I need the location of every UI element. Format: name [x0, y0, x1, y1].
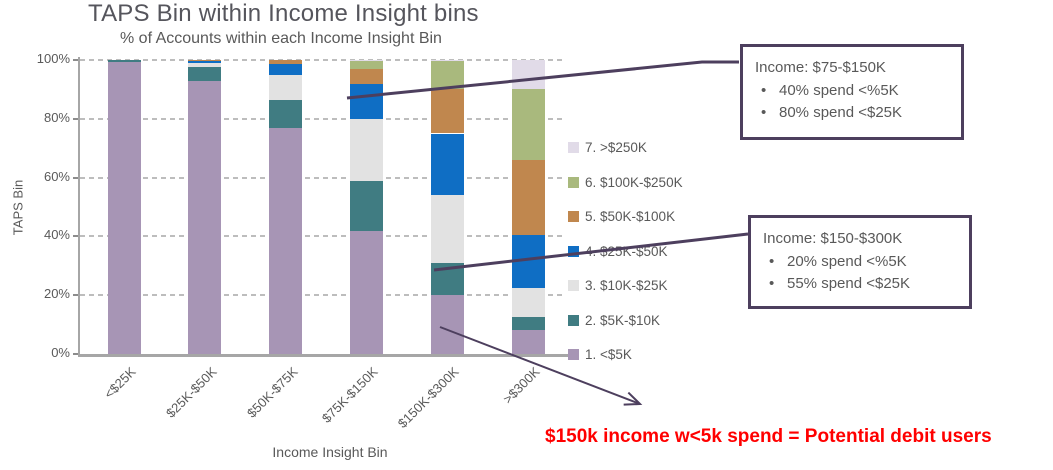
bar-segment	[511, 159, 545, 235]
callout-bullet-list: 20% spend <%5K 55% spend <$25K	[763, 251, 957, 295]
bar-segment	[188, 60, 222, 62]
callout-title: Income: $150-$300K	[763, 230, 903, 247]
bar-segment	[511, 234, 545, 288]
y-axis-tick	[73, 117, 79, 120]
y-tick-label: 100%	[36, 51, 70, 66]
callout-title: Income: $75-$150K	[755, 59, 886, 76]
bar-segment	[511, 317, 545, 331]
callout-bullet: 40% spend <%5K	[755, 80, 949, 102]
bar-segment	[269, 127, 303, 354]
bar-segment	[511, 287, 545, 318]
bar-segment	[188, 61, 222, 63]
legend-label: 1. <$5K	[585, 347, 632, 362]
bar-segment	[188, 80, 222, 354]
bar-segment	[107, 60, 141, 63]
legend-swatch	[568, 280, 579, 291]
bar-segment	[349, 68, 383, 84]
gridline	[80, 117, 566, 120]
x-axis-line	[78, 354, 568, 357]
bar-segment	[430, 195, 464, 263]
y-axis-tick	[73, 294, 79, 297]
bar-segment	[430, 262, 464, 296]
bar-segment	[349, 180, 383, 231]
callout-income-75-150k: Income: $75-$150K 40% spend <%5K 80% spe…	[740, 44, 964, 140]
bar-segment	[188, 62, 222, 68]
y-tick-label: 60%	[43, 168, 70, 184]
bar-segment	[511, 89, 545, 160]
callout-bullet: 80% spend <$25K	[755, 102, 949, 124]
bar-segment	[349, 61, 383, 69]
bar-segment	[430, 295, 464, 354]
x-axis-title: Income Insight Bin	[272, 444, 388, 460]
gridline	[80, 59, 566, 61]
bar-segment	[349, 60, 383, 62]
legend-swatch	[568, 211, 579, 222]
legend-label: 5. $50K-$100K	[585, 209, 676, 224]
bar-segment	[188, 67, 222, 81]
gridline	[80, 176, 566, 179]
legend-label: 7. >$250K	[585, 140, 647, 155]
legend-swatch	[568, 349, 579, 360]
bar-segment	[430, 89, 464, 134]
y-tick-label: 20%	[43, 286, 70, 302]
gridline	[80, 235, 566, 238]
bar-segment	[511, 330, 545, 354]
debit-users-note: $150k income w<5k spend = Potential debi…	[545, 426, 992, 447]
bar-segment	[349, 118, 383, 181]
chart-subtitle: % of Accounts within each Income Insight…	[120, 30, 442, 47]
y-axis-tick	[73, 176, 79, 179]
bar-segment	[107, 62, 141, 354]
bar-segment	[269, 64, 303, 75]
bar-segment	[269, 60, 303, 65]
bar-segment	[269, 74, 303, 100]
bar-segment	[430, 133, 464, 196]
legend-swatch	[568, 142, 579, 153]
legend-label: 2. $5K-$10K	[585, 312, 661, 328]
y-axis-tick	[73, 353, 79, 355]
y-tick-label: 0%	[51, 345, 70, 360]
y-tick-label: 40%	[43, 227, 70, 243]
gridline	[80, 294, 566, 297]
bar-segment	[349, 230, 383, 354]
chart-title: TAPS Bin within Income Insight bins	[88, 0, 479, 27]
y-axis-tick	[73, 235, 79, 238]
legend-swatch	[568, 245, 579, 257]
legend-swatch	[568, 314, 579, 326]
y-axis-line	[78, 57, 80, 357]
legend-label: 3. $10K-$25K	[585, 278, 668, 293]
bar-segment	[511, 60, 545, 90]
legend-label: 6. $100K-$250K	[585, 174, 683, 190]
legend-label: 4. $25K-$50K	[585, 243, 668, 259]
bar-segment	[349, 83, 383, 119]
bar-segment	[430, 61, 464, 90]
y-axis-tick	[73, 59, 79, 61]
callout-income-150-300k: Income: $150-$300K 20% spend <%5K 55% sp…	[748, 215, 972, 309]
bar-segment	[269, 99, 303, 128]
y-tick-label: 80%	[43, 109, 70, 125]
callout-bullet-list: 40% spend <%5K 80% spend <$25K	[755, 80, 949, 124]
callout-bullet: 20% spend <%5K	[763, 251, 957, 273]
callout-bullet: 55% spend <$25K	[763, 273, 957, 295]
legend-swatch	[568, 176, 579, 188]
bar-segment	[430, 60, 464, 62]
